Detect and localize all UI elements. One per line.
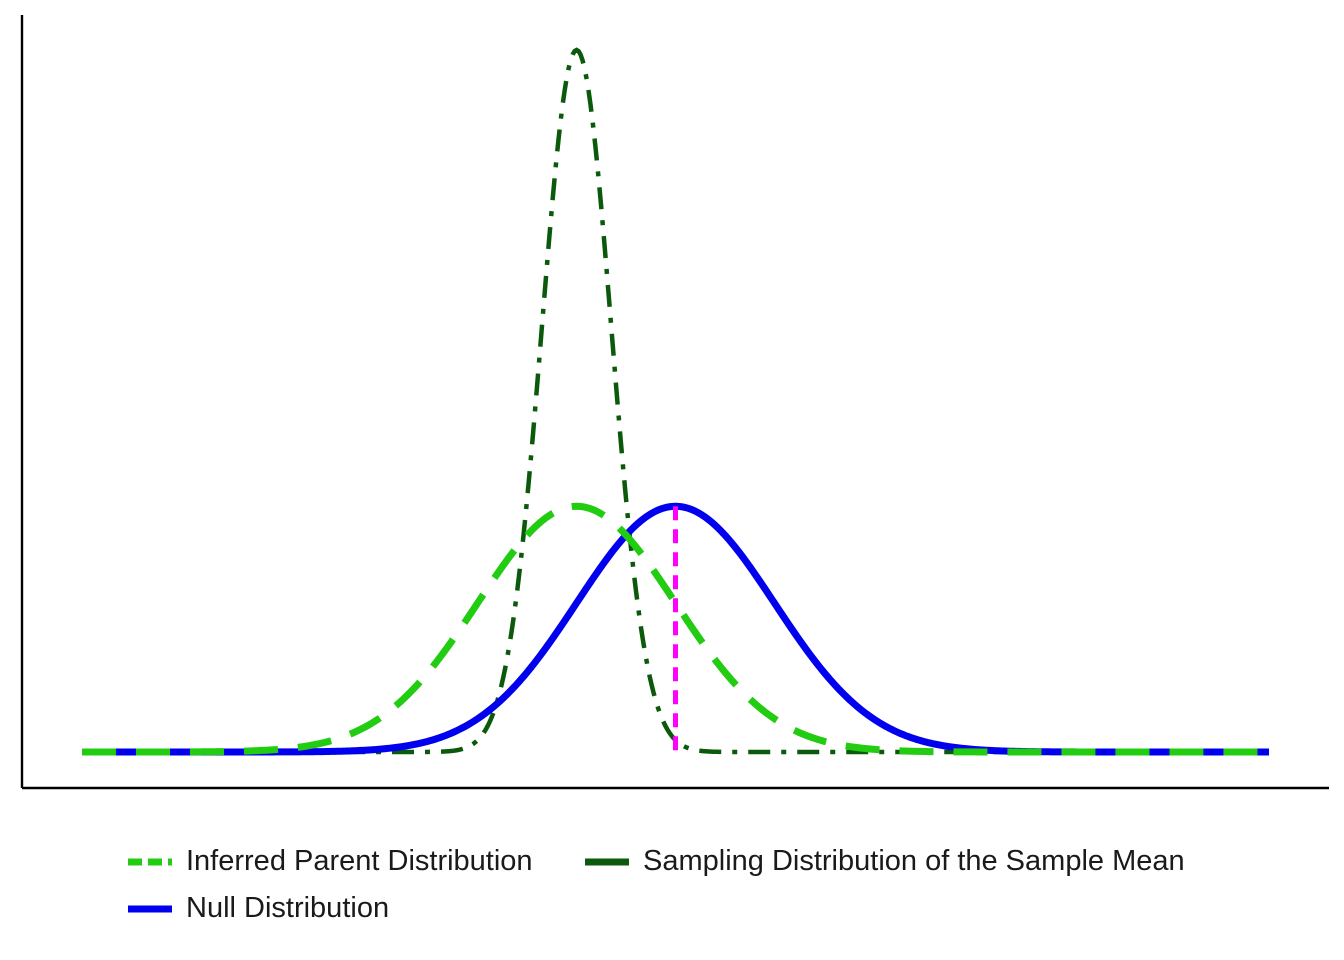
- series-layer: [82, 47, 1269, 756]
- series-line-inferred-parent-distribution: [82, 502, 1269, 756]
